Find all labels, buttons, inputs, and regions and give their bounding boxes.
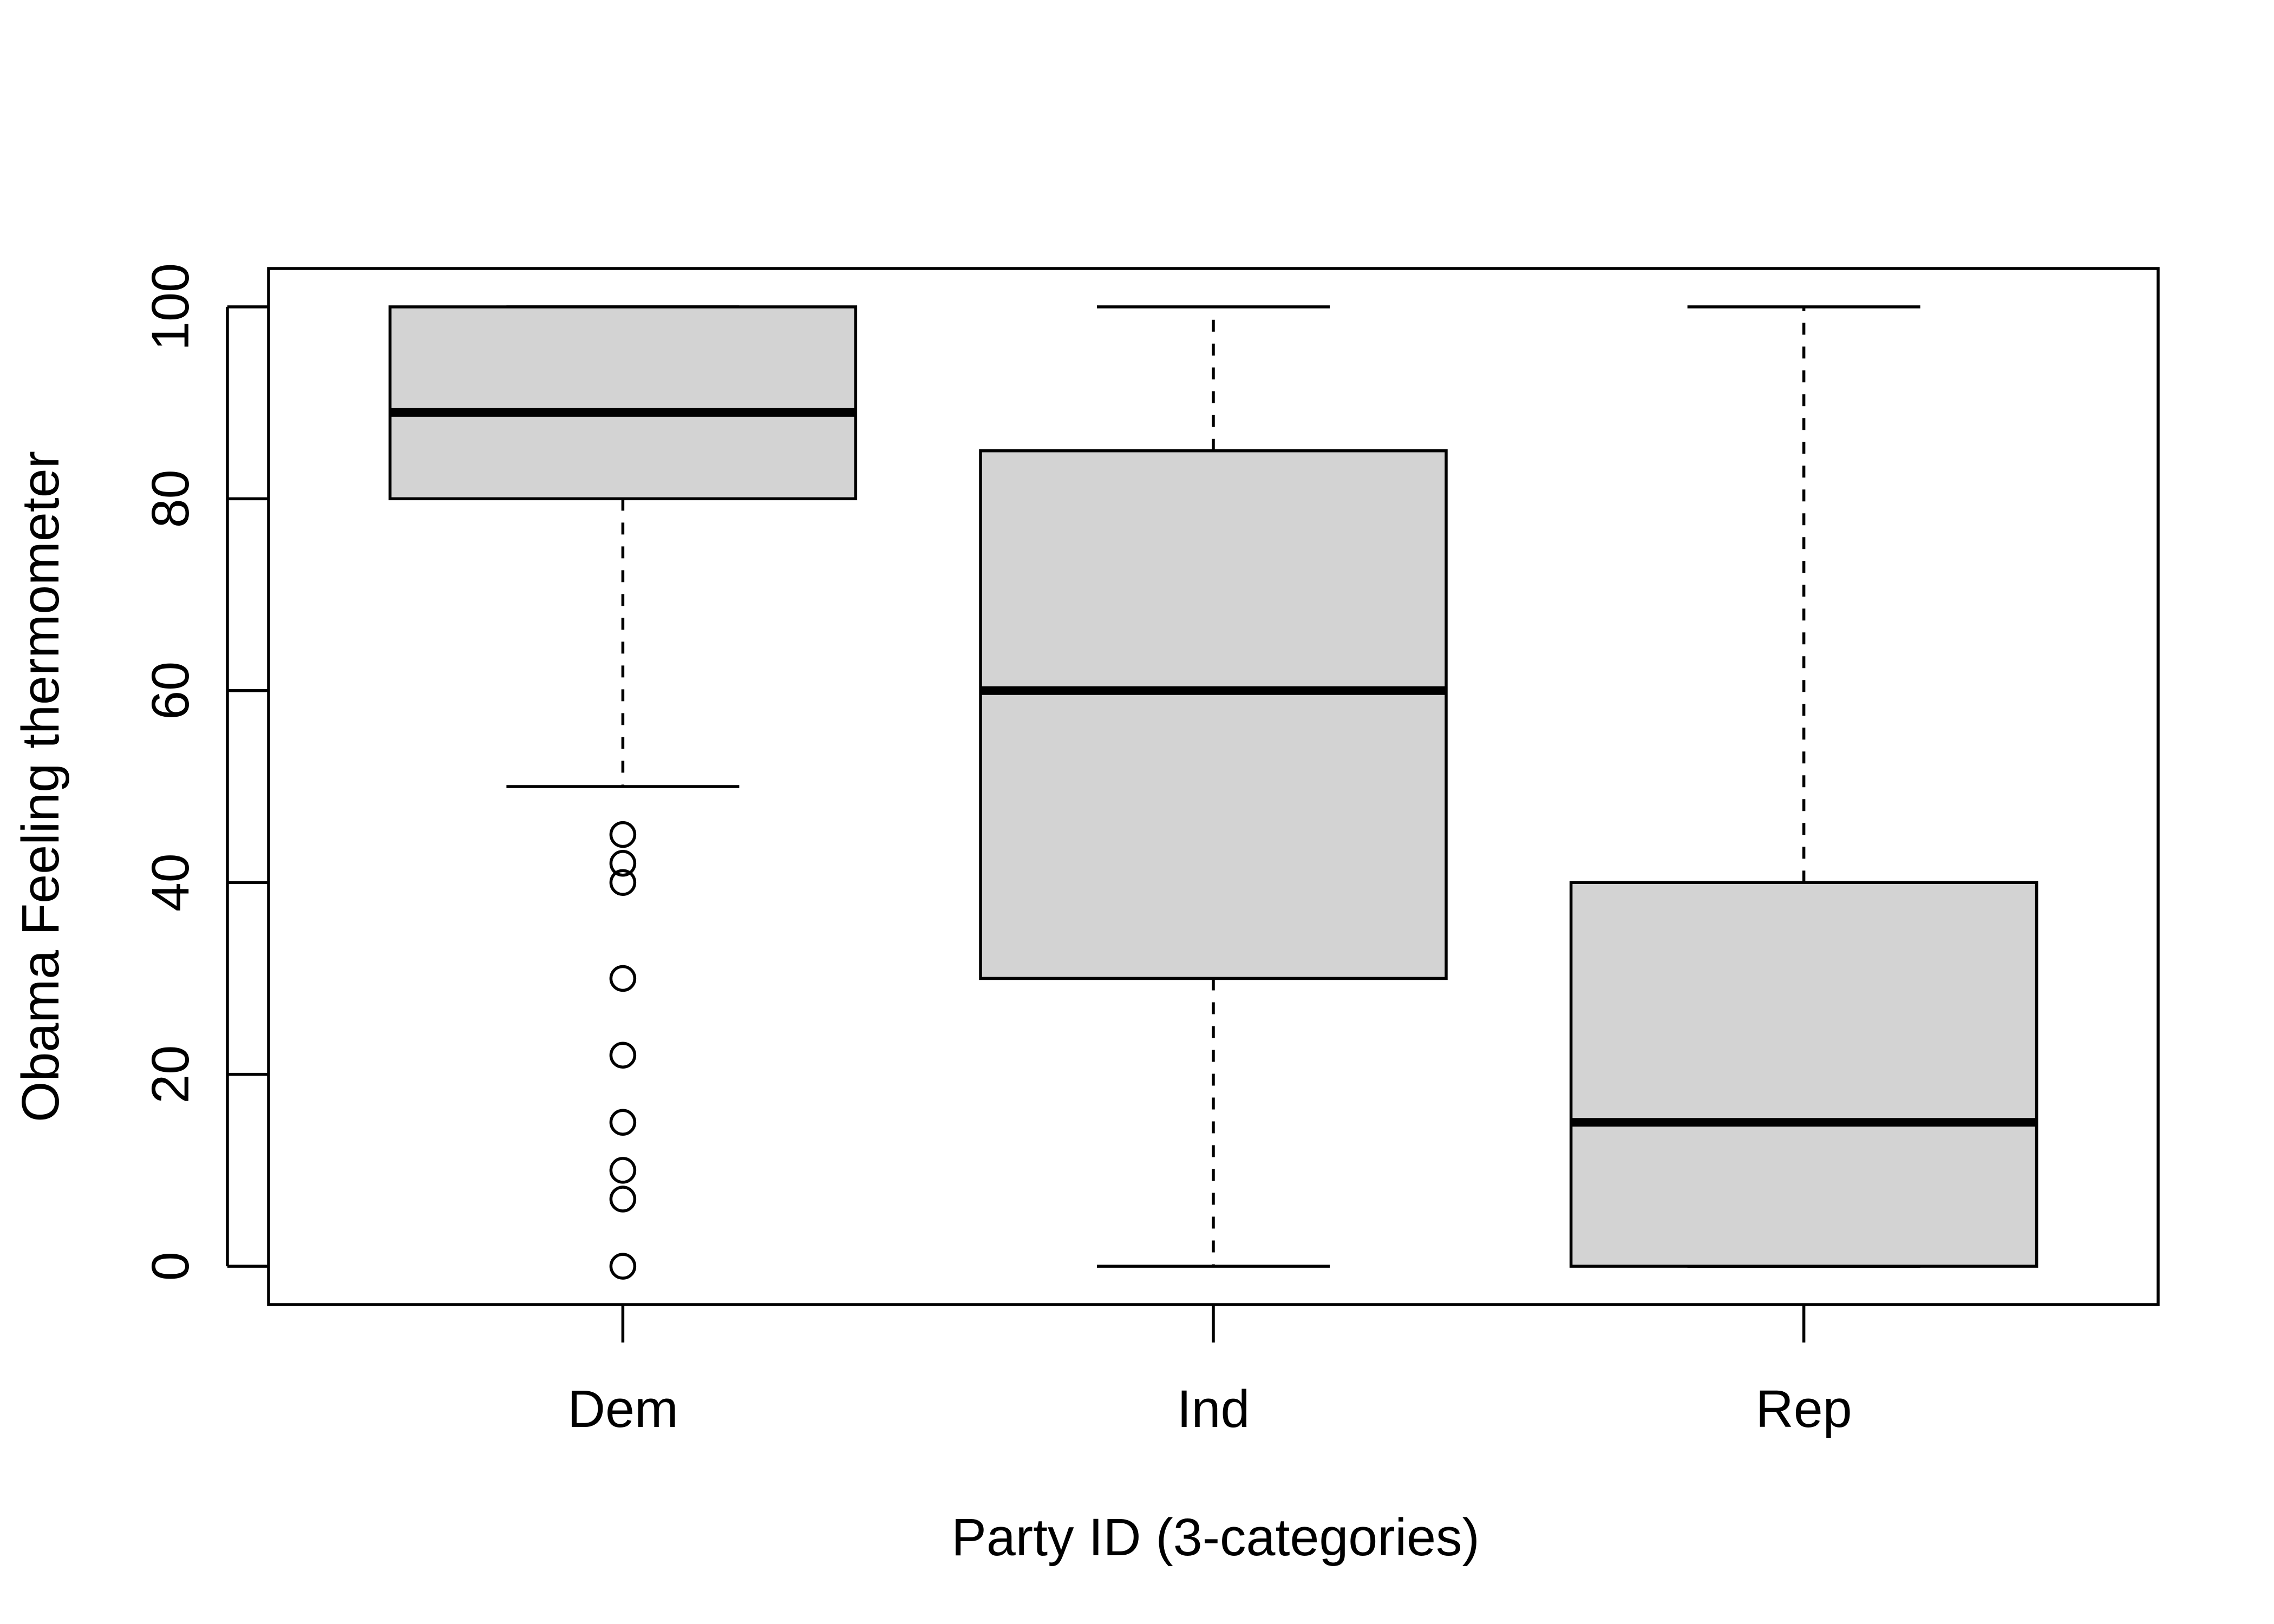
box-group-dem [388, 305, 858, 1280]
x-axis-title: Party ID (3-categories) [951, 1508, 1480, 1567]
y-tick-label: 60 [141, 662, 200, 720]
y-tick-label: 40 [141, 853, 200, 912]
box [1569, 881, 2038, 1268]
outlier-point [609, 869, 637, 896]
y-axis-title: Obama Feeling thermometer [11, 451, 70, 1122]
box [979, 449, 1448, 980]
box [388, 305, 858, 501]
outlier-point [609, 1253, 637, 1280]
y-tick-label: 100 [141, 263, 200, 351]
y-tick-label: 0 [141, 1252, 200, 1281]
outlier-point [609, 1042, 637, 1069]
outlier-point [609, 850, 637, 877]
x-tick-label: Ind [1177, 1379, 1250, 1438]
y-tick-label: 80 [141, 469, 200, 528]
box-group-rep [1569, 305, 2038, 1268]
outlier-point [609, 965, 637, 992]
outlier-point [609, 1186, 637, 1213]
outlier-point [609, 821, 637, 848]
box-group-ind [979, 305, 1448, 1268]
y-axis: 0 20 40 60 80 100 [141, 263, 269, 1281]
outlier-point [609, 1109, 637, 1136]
chart-marks [388, 305, 2038, 1280]
y-tick-label: 20 [141, 1045, 200, 1104]
outlier-point [609, 1157, 637, 1184]
x-tick-label: Dem [567, 1379, 678, 1438]
x-axis: Dem Ind Rep [567, 1305, 1852, 1438]
x-tick-label: Rep [1756, 1379, 1852, 1438]
